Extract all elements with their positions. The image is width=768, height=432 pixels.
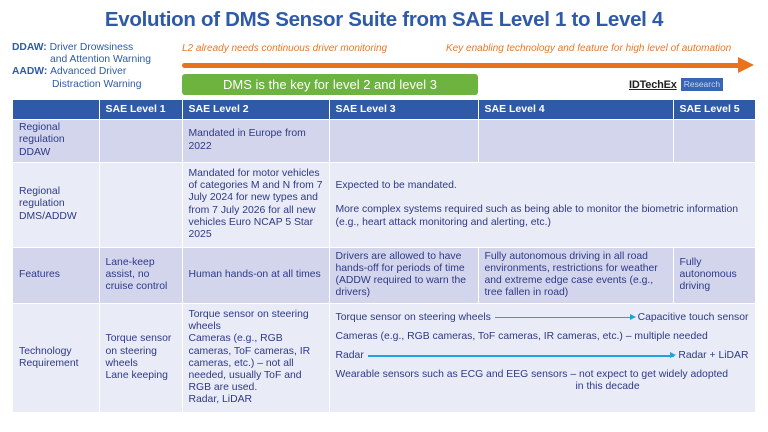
cell-l4 [478,118,674,162]
row-label: Features [13,246,100,303]
radar-to: Radar + LiDAR [678,349,749,361]
legend-ddaw: DDAW: Driver Drowsiness [12,42,151,54]
legend-aadw: AADW: Advanced Driver [12,66,151,78]
cameras-text: Cameras (e.g., RGB cameras, ToF cameras,… [335,330,708,342]
dms-sensor-table: SAE Level 1 SAE Level 2 SAE Level 3 SAE … [13,100,756,412]
abbreviation-legend: DDAW: Driver Drowsiness and Attention Wa… [12,42,151,91]
cell-l2: Human hands-on at all times [182,246,330,303]
table-row-dms-addw: Regional regulation DMS/ADDW Mandated fo… [13,161,756,247]
header-level-4: SAE Level 4 [478,100,674,119]
page-title: Evolution of DMS Sensor Suite from SAE L… [104,8,664,31]
cell-l1: Lane-keep assist, no cruise control [99,246,183,303]
cell-l1 [99,161,183,247]
header-level-5: SAE Level 5 [673,100,756,119]
arrow-right-icon [738,57,754,73]
radar-from: Radar [335,349,364,361]
header-level-2: SAE Level 2 [182,100,330,119]
tech-l2-radar: Radar, LiDAR [188,394,253,406]
legend-abbr: AADW: [12,66,48,78]
legend-text: Driver Drowsiness [49,42,134,53]
row-label: Technology Requirement [13,302,100,412]
cell-l3-l5: Expected to be mandated. More complex sy… [329,161,756,247]
header-level-3: SAE Level 3 [329,100,479,119]
legend-abbr: DDAW: [12,42,47,53]
tech-l2-cameras: Cameras (e.g., RGB cameras, ToF cameras,… [188,333,311,394]
legend-text-cont: Distraction Warning [52,78,142,90]
timeline-note-key: Key enabling technology and feature for … [446,43,732,54]
torque-progression: Torque sensor on steering wheels Capacit… [336,312,749,324]
torque-to: Capacitive touch sensor [637,311,749,323]
wearable-text: Wearable sensors such as ECG and EEG sen… [335,369,729,381]
logo-tag: Research [680,78,724,91]
wearable-line: Wearable sensors such as ECG and EEG sen… [336,369,749,393]
cell-l5: Fully autonomous driving [673,246,756,303]
header-level-1: SAE Level 1 [99,100,183,119]
logo-brand: IDTechEx [629,78,677,91]
expected-mandated-text: Expected to be mandated. [335,180,457,192]
row-label: Regional regulation DDAW [13,118,100,162]
arrow-right-icon [494,314,636,320]
cameras-line: Cameras (e.g., RGB cameras, ToF cameras,… [336,331,749,343]
legend-text: Advanced Driver [50,66,127,78]
cell-l2: Mandated for motor vehicles of categorie… [182,161,330,247]
dms-key-banner: DMS is the key for level 2 and level 3 [182,74,478,95]
biometric-text: More complex systems required such as be… [335,204,739,228]
arrow-right-icon [367,353,676,358]
cell-l4: Fully autonomous driving in all road env… [478,246,674,303]
cell-l3 [329,118,479,162]
table-row-technology: Technology Requirement Torque sensor on … [13,302,756,412]
torque-from: Torque sensor on steering wheels [335,311,491,323]
table-header-row: SAE Level 1 SAE Level 2 SAE Level 3 SAE … [13,100,756,119]
idtechex-logo: IDTechEx Research [629,78,724,91]
header-empty [13,100,100,119]
timeline-arrow-line [182,63,742,68]
table-row-ddaw: Regional regulation DDAW Mandated in Eur… [13,118,756,162]
cell-l2: Mandated in Europe from 2022 [182,118,330,162]
wearable-text-cont: in this decade [575,381,640,393]
table-row-features: Features Lane-keep assist, no cruise con… [13,246,756,303]
legend-text-cont: and Attention Warning [50,54,151,66]
tech-l1-torque: Torque sensor on steering wheels [105,333,172,369]
radar-progression: Radar Radar + LiDAR [336,350,749,362]
cell-l3: Drivers are allowed to have hands-off fo… [329,246,479,303]
tech-l2-torque: Torque sensor on steering wheels [188,308,309,333]
tech-l1-lane: Lane keeping [105,369,168,381]
row-label: Regional regulation DMS/ADDW [13,161,100,247]
cell-l2: Torque sensor on steering wheels Cameras… [182,302,330,412]
timeline-note-l2: L2 already needs continuous driver monit… [182,43,388,54]
cell-l1 [99,118,183,162]
cell-l3-l5: Torque sensor on steering wheels Capacit… [329,302,756,412]
cell-l5 [673,118,756,162]
cell-l1: Torque sensor on steering wheels Lane ke… [99,302,183,412]
